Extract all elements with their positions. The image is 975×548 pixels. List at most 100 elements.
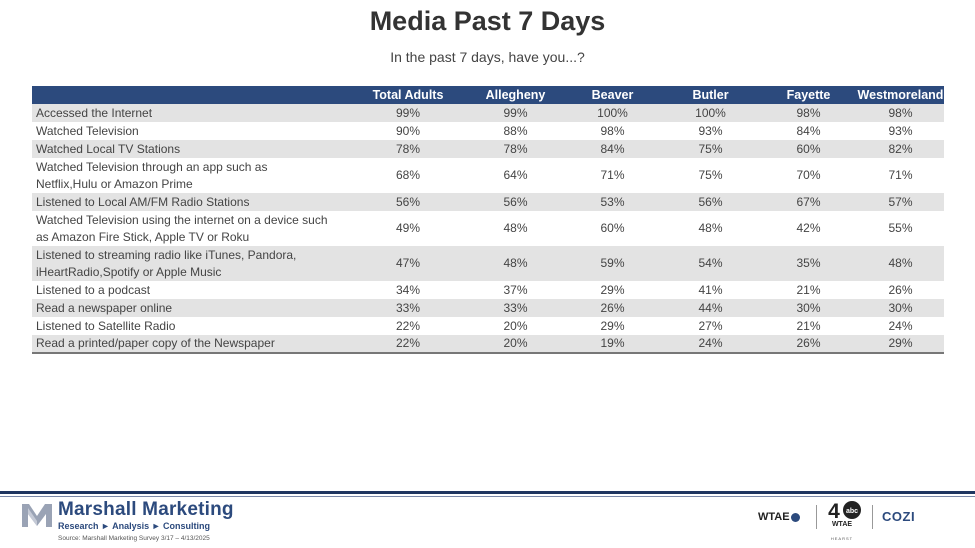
row-label: Watched Television using the internet on…: [32, 211, 349, 246]
cell-value: 93%: [888, 123, 913, 138]
page-subtitle: In the past 7 days, have you...?: [390, 49, 585, 65]
table-row: Watched Television 90% 88% 98% 93% 84% 9…: [32, 122, 944, 140]
cell-value: 26%: [888, 282, 913, 297]
cell-value: 60%: [600, 221, 625, 235]
cell-value: 33%: [349, 299, 467, 317]
header-label: [32, 86, 349, 104]
channel4-logo: abc 4: [823, 499, 863, 526]
cell-value: 24%: [888, 318, 913, 333]
table-row: Listened to Satellite Radio 22% 20% 29% …: [32, 317, 944, 335]
cell-value: 100%: [661, 104, 760, 122]
cell-value: 56%: [661, 193, 760, 211]
row-label: Read a printed/paper copy of the Newspap…: [32, 335, 349, 354]
row-label-line: as Amazon Fire Stick, Apple TV or Roku: [36, 229, 250, 244]
cell-value: 20%: [467, 335, 564, 354]
cell-value: 44%: [661, 299, 760, 317]
cell-value: 48%: [467, 246, 564, 281]
row-label: Listened to a podcast: [36, 282, 151, 297]
abc-circle-icon: abc 4: [828, 500, 861, 523]
cell-value: 47%: [349, 246, 467, 281]
row-label: Read a newspaper online: [32, 299, 349, 317]
table-row: Read a printed/paper copy of the Newspap…: [32, 335, 944, 354]
cell-value: 48%: [698, 221, 723, 235]
header-fayette: Fayette: [760, 86, 857, 104]
header-beaver: Beaver: [564, 86, 661, 104]
cell-value: 29%: [600, 282, 625, 297]
footer-divider-thin: [0, 496, 975, 497]
channel4-wtae-text: WTAE: [831, 521, 853, 528]
cell-value: 34%: [395, 282, 421, 297]
abc-text: abc: [846, 508, 858, 515]
row-label: Listened to streaming radio like iTunes,…: [32, 246, 349, 281]
cell-value: 98%: [600, 123, 625, 138]
table-row: Watched Television using the internet on…: [32, 211, 944, 246]
cell-value: 37%: [503, 282, 528, 297]
row-label: Watched Television through an app such a…: [32, 158, 349, 193]
cell-value: 75%: [698, 168, 723, 182]
cell-value: 98%: [857, 104, 944, 122]
cell-value: 99%: [467, 104, 564, 122]
cell-value: 49%: [395, 221, 421, 235]
table-header-row: Total Adults Allegheny Beaver Butler Fay…: [32, 86, 944, 104]
cell-value: 29%: [600, 318, 625, 333]
page-title: Media Past 7 Days: [369, 6, 606, 36]
cell-value: 64%: [503, 168, 528, 182]
cell-value: 20%: [503, 318, 528, 333]
cell-value: 75%: [661, 140, 760, 158]
cell-value: 93%: [698, 123, 723, 138]
cell-value: 30%: [760, 299, 857, 317]
cell-value: 56%: [467, 193, 564, 211]
cell-value: 68%: [395, 168, 421, 182]
header-butler: Butler: [661, 86, 760, 104]
row-label-line: Watched Television using the internet on…: [36, 212, 328, 227]
table-row: Listened to Local AM/FM Radio Stations 5…: [32, 193, 944, 211]
cell-value: 71%: [600, 168, 625, 182]
cell-value: 29%: [857, 335, 944, 354]
cozi-logo: COZI: [882, 509, 916, 524]
row-label-line: Watched Television through an app such a…: [36, 159, 268, 174]
cell-value: 71%: [888, 168, 913, 182]
table-row: Listened to a podcast 34% 37% 29% 41% 21…: [32, 281, 944, 299]
brand-divider: [872, 505, 873, 529]
cell-value: 48%: [857, 246, 944, 281]
cell-value: 53%: [564, 193, 661, 211]
cell-value: 99%: [349, 104, 467, 122]
marshall-m-icon: [22, 504, 52, 527]
cell-value: 48%: [503, 221, 528, 235]
row-label: Watched Local TV Stations: [32, 140, 349, 158]
cell-value: 22%: [349, 335, 467, 354]
table-row: Listened to streaming radio like iTunes,…: [32, 246, 944, 281]
cell-value: 70%: [796, 168, 821, 182]
row-label-line: iHeartRadio,Spotify or Apple Music: [36, 264, 222, 279]
cell-value: 59%: [564, 246, 661, 281]
header-westmoreland: Westmoreland: [857, 86, 944, 104]
hearst-text: HEARST: [830, 536, 854, 541]
wtae-text: WTAE: [758, 511, 790, 523]
table-row: Accessed the Internet 99% 99% 100% 100% …: [32, 104, 944, 122]
header-total-adults: Total Adults: [349, 86, 467, 104]
row-label-line: Listened to streaming radio like iTunes,…: [36, 247, 297, 262]
cell-value: 90%: [395, 123, 421, 138]
cell-value: 84%: [564, 140, 661, 158]
table-row: Read a newspaper online 33% 33% 26% 44% …: [32, 299, 944, 317]
row-label: Listened to Local AM/FM Radio Stations: [32, 193, 349, 211]
row-label: Watched Television: [36, 123, 139, 138]
cell-value: 27%: [698, 318, 723, 333]
media-table: Total Adults Allegheny Beaver Butler Fay…: [32, 86, 944, 354]
header-allegheny: Allegheny: [467, 86, 564, 104]
cell-value: 55%: [888, 221, 913, 235]
footer-divider: [0, 491, 975, 494]
cell-value: 42%: [796, 221, 821, 235]
cell-value: 26%: [760, 335, 857, 354]
cell-value: 30%: [857, 299, 944, 317]
table-row: Watched Television through an app such a…: [32, 158, 944, 193]
cell-value: 88%: [503, 123, 528, 138]
cell-value: 98%: [760, 104, 857, 122]
cell-value: 21%: [796, 318, 821, 333]
cell-value: 19%: [564, 335, 661, 354]
company-name: Marshall Marketing: [58, 499, 234, 520]
cell-value: 54%: [661, 246, 760, 281]
row-label: Accessed the Internet: [32, 104, 349, 122]
cell-value: 82%: [857, 140, 944, 158]
cell-value: 33%: [467, 299, 564, 317]
